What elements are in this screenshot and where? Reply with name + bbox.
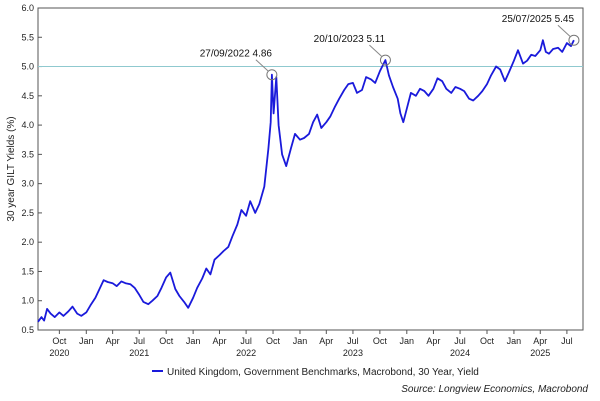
y-tick-label: 5.0 [21, 62, 34, 72]
annotation-marker [568, 34, 580, 46]
plot-frame [37, 7, 584, 331]
series-line [37, 39, 575, 323]
axes: 0.5 1.0 1.5 2.0 2.5 3.0 3.5 4.0 4.5 5.0 5.5 6.0 Oct J… [21, 3, 584, 358]
y-tick-label: 2.0 [21, 237, 34, 247]
y-tick-label: 1.5 [21, 266, 34, 276]
annotation-label: 25/07/2025 5.45 [502, 14, 575, 25]
x-tick-label: Apr [426, 336, 440, 346]
annotation-leader [557, 24, 571, 38]
annotation-marker [379, 54, 391, 66]
y-tick-label: 4.5 [21, 91, 34, 101]
annotation-label: 27/09/2022 4.86 [200, 49, 273, 60]
x-tick-label: Oct [52, 336, 67, 346]
annotations-group: 27/09/2022 4.86 20/10/2023 5.11 25/07/2025… [200, 14, 580, 81]
x-year-label: 2020 [49, 348, 69, 358]
x-tick-label: Apr [106, 336, 120, 346]
y-tick-label: 3.0 [21, 179, 34, 189]
x-tick-label: Jan [293, 336, 308, 346]
x-tick-label: Oct [480, 336, 495, 346]
x-tick-label: Jan [79, 336, 94, 346]
x-year-label: 2021 [129, 348, 149, 358]
annotation-leader [369, 44, 383, 57]
x-year-label: 2025 [530, 348, 550, 358]
y-tick-label: 4.0 [21, 120, 34, 130]
x-tick-label: Jul [240, 336, 252, 346]
y-tick-label: 3.5 [21, 149, 34, 159]
y-tick-label: 0.5 [21, 325, 34, 335]
x-year-label: 2022 [236, 348, 256, 358]
x-tick-label: Jan [186, 336, 201, 346]
x-tick-label: Jan [507, 336, 522, 346]
x-tick-label: Jul [347, 336, 359, 346]
annotation-marker [266, 69, 278, 81]
y-tick-label: 6.0 [21, 3, 34, 13]
y-axis-label: 30 year GILT Yields (%) [6, 116, 17, 221]
legend: United Kingdom, Government Benchmarks, M… [152, 367, 479, 378]
x-tick-label: Apr [212, 336, 226, 346]
x-tick-label: Jul [561, 336, 573, 346]
x-tick-label: Apr [533, 336, 547, 346]
y-tick-label: 2.5 [21, 208, 34, 218]
legend-label: United Kingdom, Government Benchmarks, M… [167, 367, 479, 378]
x-tick-label: Jul [454, 336, 466, 346]
x-year-label: 2023 [343, 348, 363, 358]
source-note: Source: Longview Economics, Macrobond [401, 384, 588, 395]
series-group [37, 39, 575, 323]
x-tick-label: Oct [159, 336, 174, 346]
x-tick-label: Apr [319, 336, 333, 346]
annotation-label: 20/10/2023 5.11 [314, 34, 386, 45]
x-year-label: 2024 [450, 348, 470, 358]
x-tick-label: Jul [134, 336, 146, 346]
y-tick-label: 5.5 [21, 32, 34, 42]
annotation-leader [255, 59, 269, 72]
x-tick-label: Oct [266, 336, 281, 346]
x-tick-label: Oct [373, 336, 388, 346]
x-tick-label: Jan [400, 336, 415, 346]
y-tick-label: 1.0 [21, 296, 34, 306]
